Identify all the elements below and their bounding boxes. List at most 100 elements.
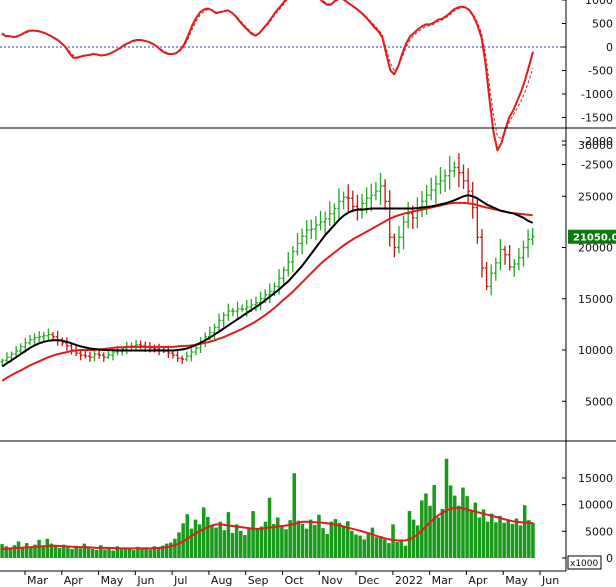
- volume-panel: 15000 10000 5000 0 x1000: [0, 458, 613, 570]
- x-tick-label: Mar: [27, 574, 48, 587]
- price-bar: [507, 244, 512, 271]
- volume-bar: [448, 485, 453, 558]
- volume-bar: [20, 547, 25, 558]
- volume-bar: [362, 539, 366, 558]
- volume-bar: [403, 545, 408, 558]
- price-bar: [18, 343, 23, 355]
- volume-bar: [506, 519, 511, 558]
- volume-bar: [485, 521, 490, 558]
- volume-bar: [440, 508, 445, 558]
- volume-bar: [444, 458, 449, 558]
- price-bar: [267, 283, 272, 304]
- price-bar: [438, 167, 443, 195]
- oscillator-y-tick-label: -2000: [581, 135, 613, 148]
- oscillator-y-tick-label: -500: [588, 65, 613, 78]
- volume-bar: [12, 545, 17, 558]
- volume-bar: [395, 542, 399, 558]
- volume-bar: [185, 514, 190, 558]
- price-bar: [512, 259, 517, 277]
- x-tick-label: Nov: [321, 574, 343, 587]
- volume-bar: [399, 539, 404, 558]
- oscillator-y-tick-label: -1000: [581, 88, 613, 101]
- price-bar: [392, 233, 397, 258]
- price-bar: [281, 266, 286, 287]
- price-bar: [97, 349, 102, 359]
- price-bar: [175, 350, 180, 362]
- volume-bar: [313, 524, 317, 558]
- volume-bar: [82, 543, 87, 558]
- price-bar: [184, 351, 189, 362]
- volume-bar: [210, 525, 214, 558]
- volume-bar: [99, 545, 103, 558]
- volume-bar: [206, 516, 210, 558]
- price-bar: [254, 296, 258, 312]
- volume-bar: [140, 548, 144, 558]
- x-tick-label: 2022: [395, 574, 423, 587]
- last-price-badge: [568, 229, 616, 244]
- price-bar: [65, 337, 69, 351]
- price-bar: [530, 227, 535, 246]
- volume-bar: [156, 547, 161, 558]
- price-bar: [443, 169, 447, 193]
- price-bar: [517, 247, 521, 271]
- volume-bar: [387, 543, 391, 558]
- volume-y-tick-label: 0: [606, 552, 613, 565]
- volume-unit-box: [567, 555, 602, 570]
- moving-average-long: [1, 201, 533, 382]
- price-bar: [415, 197, 420, 229]
- oscillator-y-tick-label: -2500: [581, 159, 613, 172]
- volume-bar: [378, 536, 383, 558]
- volume-bar: [490, 513, 494, 558]
- price-bar: [489, 264, 494, 296]
- x-tick-label: Jul: [173, 574, 187, 587]
- price-bar: [286, 251, 291, 277]
- volume-y-tick-label: 15000: [578, 472, 613, 485]
- volume-bar: [276, 517, 280, 558]
- volume-bar: [177, 532, 181, 558]
- volume-bar: [41, 546, 45, 558]
- volume-bar: [144, 547, 148, 558]
- volume-bar: [288, 520, 292, 558]
- x-tick-label: Apr: [468, 574, 488, 587]
- volume-bar: [86, 546, 91, 558]
- price-bar: [420, 190, 424, 218]
- volume-bar: [255, 529, 259, 558]
- volume-bar: [494, 522, 498, 558]
- price-bar: [111, 350, 115, 361]
- volume-bar: [321, 528, 325, 558]
- price-bar: [452, 161, 457, 178]
- x-tick-label: Oct: [285, 574, 305, 587]
- price-bar: [383, 179, 387, 210]
- volume-bar: [527, 520, 531, 558]
- price-bar: [360, 193, 364, 219]
- price-bar: [337, 188, 341, 220]
- volume-bar: [243, 535, 247, 558]
- x-tick-label: Apr: [64, 574, 84, 587]
- volume-bar: [222, 530, 227, 558]
- volume-bar: [230, 532, 235, 558]
- volume-bar: [337, 522, 342, 558]
- volume-bar: [201, 507, 206, 558]
- price-bar: [521, 240, 526, 267]
- x-tick-label: May: [101, 574, 124, 587]
- price-bar: [83, 350, 88, 359]
- oscillator-signal-line: [1, 0, 534, 140]
- price-bar: [171, 351, 175, 359]
- price-bar: [369, 183, 374, 212]
- price-bar: [92, 350, 97, 362]
- price-bar: [37, 331, 42, 343]
- volume-bar: [420, 500, 424, 558]
- volume-bar: [308, 519, 313, 558]
- x-tick-label: Jun: [136, 574, 154, 587]
- volume-bar: [374, 537, 379, 558]
- price-bar: [470, 181, 475, 219]
- price-bar: [88, 351, 92, 362]
- volume-bar: [169, 542, 173, 558]
- volume-bar: [37, 539, 41, 558]
- volume-bar: [62, 544, 66, 558]
- volume-unit-label: x1000: [570, 559, 599, 569]
- price-bar: [0, 358, 5, 367]
- volume-moving-average: [2, 506, 533, 550]
- volume-bar: [514, 518, 519, 558]
- volume-bar: [218, 521, 222, 558]
